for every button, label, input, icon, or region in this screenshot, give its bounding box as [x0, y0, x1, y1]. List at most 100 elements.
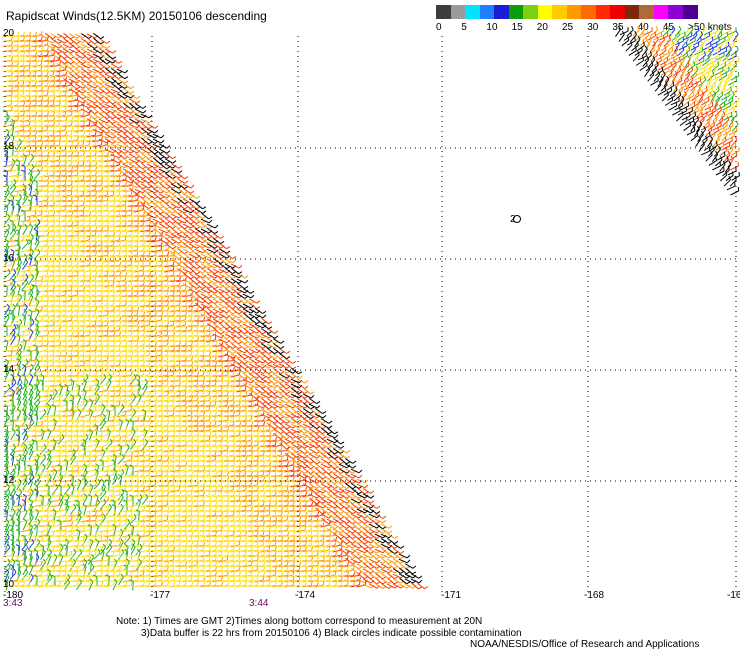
wind-barb	[75, 57, 83, 65]
wind-barb-tick	[70, 241, 73, 246]
wind-barb	[152, 138, 162, 144]
wind-barb-tick	[41, 41, 43, 46]
wind-barb-tick	[118, 116, 123, 120]
wind-barb-tick	[112, 321, 115, 326]
wind-barb-tick	[173, 316, 176, 321]
wind-barb-tick	[161, 321, 163, 326]
wind-barb-tick	[208, 226, 213, 230]
wind-barb-tick	[70, 111, 73, 116]
wind-barb-tick	[83, 131, 86, 136]
wind-barb-tick	[202, 206, 207, 210]
wind-barb-tick	[238, 265, 243, 269]
wind-barb-tick	[166, 351, 169, 356]
wind-barb-tick	[130, 141, 135, 145]
wind-barb-tick	[143, 246, 145, 251]
wind-barb-tick	[64, 361, 67, 366]
wind-barb-tick	[143, 316, 145, 321]
wind-barb-tick	[64, 181, 67, 186]
wind-barb-tick	[119, 351, 121, 356]
wind-barb-tick	[41, 156, 44, 161]
wind-barb-tick	[118, 144, 123, 149]
wind-barb-tick	[29, 301, 32, 306]
wind-barb-tick	[215, 351, 218, 356]
wind-barb-tick	[16, 151, 19, 156]
wind-barb-tick	[125, 271, 128, 277]
wind-barb	[104, 123, 114, 129]
wind-barb-tick	[52, 355, 55, 361]
wind-barb-tick	[166, 355, 169, 361]
wind-barb-tick	[10, 336, 13, 341]
wind-barb-tick	[142, 141, 147, 145]
wind-barb-tick	[89, 151, 92, 156]
wind-barb-tick	[131, 316, 134, 321]
wind-barb-tick	[172, 241, 177, 245]
wind-barb-tick	[52, 36, 57, 40]
legend-swatch	[639, 5, 654, 19]
wind-barb	[86, 134, 96, 138]
wind-barb-tick	[64, 266, 67, 271]
wind-barb-tick	[130, 331, 133, 336]
wind-barb-tick	[214, 356, 217, 361]
wind-barb-tick	[35, 326, 38, 331]
wind-barb-tick	[28, 206, 31, 211]
wind-barb-tick	[149, 396, 151, 401]
wind-barb-tick	[35, 206, 38, 211]
wind-barb-tick	[208, 360, 211, 365]
wind-barb-tick	[82, 216, 85, 221]
wind-barb-tick	[46, 221, 49, 226]
wind-barb-tick	[77, 156, 80, 161]
wind-barb-tick	[125, 371, 128, 376]
wind-barb	[2, 90, 12, 92]
wind-barb	[98, 384, 108, 388]
wind-barb-tick	[28, 116, 31, 121]
wind-barb	[123, 143, 131, 149]
wind-barb-tick	[119, 386, 122, 391]
wind-barb-tick	[143, 286, 145, 291]
wind-barb-tick	[209, 351, 212, 356]
wind-barb-tick	[250, 316, 255, 320]
wind-barb-tick	[77, 306, 80, 311]
wind-barb	[69, 52, 77, 60]
wind-barb-tick	[83, 296, 85, 301]
wind-barb-tick	[34, 356, 37, 361]
wind-barb	[105, 52, 113, 60]
wind-barb-tick	[148, 211, 151, 216]
wind-barb-tick	[22, 105, 25, 110]
wind-barb-tick	[41, 96, 44, 101]
wind-barb-tick	[179, 321, 181, 326]
wind-barb	[141, 127, 149, 135]
wind-barb-tick	[172, 246, 177, 250]
wind-barb-tick	[82, 190, 85, 195]
wind-barb-tick	[208, 219, 213, 224]
wind-barb-tick	[130, 114, 135, 119]
wind-barb-tick	[107, 281, 110, 286]
wind-barb-tick	[64, 345, 67, 351]
wind-barb-tick	[76, 290, 79, 296]
wind-barb	[123, 102, 131, 110]
wind-barb-tick	[41, 341, 44, 346]
wind-barb	[117, 148, 125, 154]
wind-barb-tick	[95, 216, 98, 221]
wind-barb-tick	[65, 141, 68, 146]
wind-barb-tick	[46, 396, 49, 401]
wind-barb-tick	[46, 255, 49, 261]
wind-barb-tick	[82, 96, 87, 100]
wind-barb-tick	[196, 251, 201, 255]
wind-barb-tick	[10, 351, 13, 356]
wind-barb-tick	[89, 231, 92, 236]
wind-barb-tick	[95, 386, 98, 391]
wind-barb-tick	[58, 116, 61, 121]
wind-barb	[2, 335, 12, 337]
wind-barb	[8, 75, 18, 77]
wind-barb	[86, 53, 96, 59]
wind-barb	[69, 37, 77, 45]
wind-barb	[74, 125, 84, 127]
wind-barb-tick	[160, 211, 165, 215]
wind-barb-tick	[59, 151, 62, 156]
wind-barb-tick	[136, 139, 141, 144]
wind-barb-tick	[77, 271, 79, 276]
wind-barb-tick	[154, 390, 157, 395]
wind-barb	[128, 123, 138, 129]
wind-barb-tick	[118, 391, 121, 396]
wind-barb	[86, 130, 96, 132]
